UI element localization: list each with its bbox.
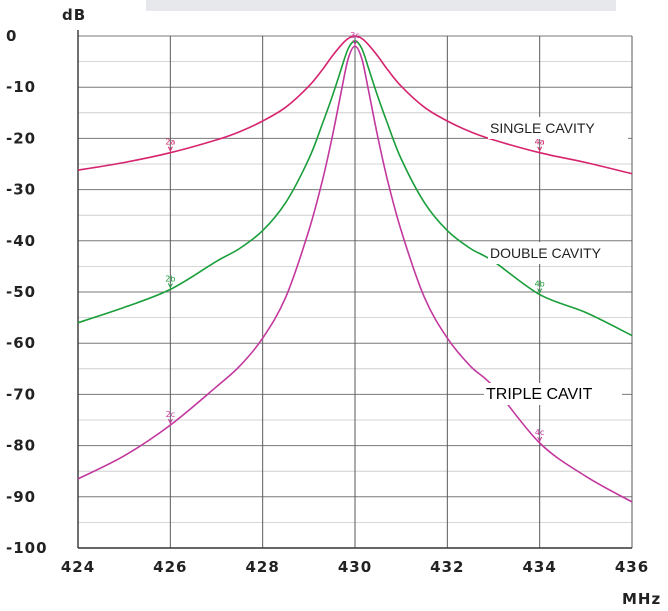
x-tick-label: 428 <box>246 558 280 576</box>
series-label-bg <box>488 117 628 139</box>
markers-layer: 2a 4a 3c 2b 4b 2c 4c <box>165 31 545 443</box>
series-label: SINGLE CAVITY <box>490 120 595 136</box>
y-tick-label: -20 <box>6 129 36 147</box>
x-tick-label: 436 <box>615 558 649 576</box>
y-tick-label: -50 <box>6 283 36 301</box>
x-axis-label: MHz <box>622 590 661 608</box>
y-tick-label: -40 <box>6 232 36 250</box>
y-tick-label: -70 <box>6 385 36 403</box>
marker-arrow <box>537 288 543 294</box>
series-labels-layer: SINGLE CAVITY DOUBLE CAVITY TRIPLE CAVIT <box>484 117 628 405</box>
series-line-1 <box>77 35 633 175</box>
marker-label: 4a <box>535 138 545 147</box>
series-line-3 <box>77 45 633 503</box>
y-tick-label: -30 <box>6 181 36 199</box>
y-tick-label: -100 <box>6 539 48 557</box>
marker-arrow <box>167 146 173 152</box>
marker-arrow <box>352 40 358 46</box>
y-tick-label: -10 <box>6 78 36 96</box>
x-tick-label: 430 <box>338 558 372 576</box>
marker-label: 2b <box>165 274 175 283</box>
marker-arrow <box>167 283 173 289</box>
x-tick-label: 424 <box>61 558 95 576</box>
series-label: TRIPLE CAVIT <box>486 386 593 403</box>
y-tick-label: 0 <box>6 27 17 45</box>
y-tick-label: -90 <box>6 488 36 506</box>
y-tick-label: -80 <box>6 437 36 455</box>
grid <box>77 35 633 549</box>
series-layer <box>77 35 633 503</box>
series-label: DOUBLE CAVITY <box>490 245 602 261</box>
marker-label: 4c <box>535 428 545 437</box>
marker-label: 2a <box>165 138 175 147</box>
marker-arrow <box>537 436 543 443</box>
series-label-bg <box>488 242 628 264</box>
marker-arrow <box>167 418 173 425</box>
y-axis-label: dB <box>62 6 86 24</box>
marker-label: 2c <box>166 410 176 419</box>
series-line-2 <box>77 40 633 337</box>
marker-arrow <box>537 146 543 152</box>
marker-label: 3c <box>350 31 360 40</box>
x-tick-label: 426 <box>153 558 187 576</box>
marker-label: 4b <box>535 280 545 289</box>
header-strip <box>146 0 616 11</box>
series-label-bg <box>484 383 622 405</box>
x-tick-label: 432 <box>430 558 464 576</box>
y-tick-label: -60 <box>6 334 36 352</box>
x-tick-label: 434 <box>523 558 557 576</box>
axes: 0 -10 -20 -30 -40 -50 -60 -70 -80 -90 -100 424 426 42… <box>6 27 649 576</box>
